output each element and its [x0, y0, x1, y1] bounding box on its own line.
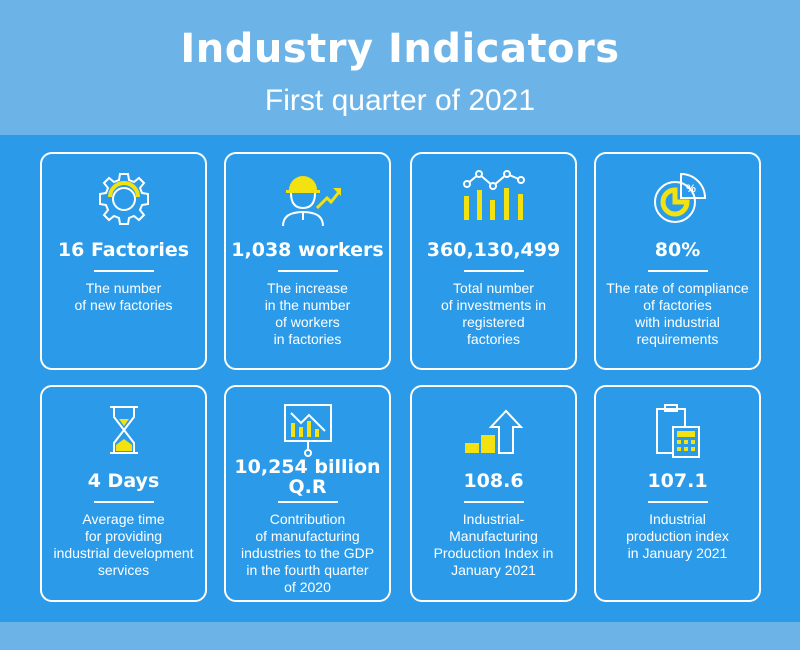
indicator-description: The increase in the number of workers in…: [264, 280, 351, 347]
page-subtitle: First quarter of 2021: [264, 84, 536, 117]
hourglass-icon: [42, 401, 205, 463]
growth-bars-arrow-icon: [412, 401, 575, 463]
divider: [648, 270, 708, 272]
compliance-pie-icon: %: [596, 168, 759, 230]
indicator-card-new-factories: 16 Factories The number of new factories: [40, 152, 207, 370]
indicator-value: 10,254 billion Q.R: [234, 456, 381, 498]
divider: [278, 270, 338, 272]
indicator-description: Contribution of manufacturing industries…: [240, 511, 375, 595]
calculator-document-icon: [596, 401, 759, 463]
divider: [464, 501, 524, 503]
indicator-description: Industrial- Manufacturing Production Ind…: [433, 511, 554, 578]
indicator-description: The rate of compliance of factories with…: [606, 280, 749, 347]
indicator-card-compliance: % 80% The rate of compliance of factorie…: [594, 152, 761, 370]
indicator-value: 108.6: [463, 470, 524, 492]
indicator-value: 16 Factories: [57, 239, 190, 261]
indicator-card-production-index: 107.1 Industrial production index in Jan…: [594, 385, 761, 602]
indicator-value: 80%: [654, 239, 701, 261]
indicator-value: 4 Days: [87, 470, 160, 492]
divider: [278, 501, 338, 503]
presentation-chart-icon: [226, 401, 389, 463]
indicator-description: Average time for providing industrial de…: [53, 511, 194, 578]
indicator-description: Total number of investments in registere…: [440, 280, 547, 347]
divider: [648, 501, 708, 503]
percent-symbol: %: [686, 183, 696, 195]
indicator-value: 360,130,499: [426, 239, 561, 261]
header-band: Industry Indicators First quarter of 202…: [0, 0, 800, 135]
indicator-value: 107.1: [647, 470, 708, 492]
indicator-description: The number of new factories: [74, 280, 173, 313]
indicator-card-manufacturing-index: 108.6 Industrial- Manufacturing Producti…: [410, 385, 577, 602]
indicator-card-gdp-contribution: 10,254 billion Q.R Contribution of manuf…: [224, 385, 391, 602]
worker-growth-icon: [226, 168, 389, 230]
divider: [94, 270, 154, 272]
gear-icon: [42, 168, 205, 230]
investment-chart-icon: [412, 168, 575, 230]
page-title: Industry Indicators: [180, 26, 620, 72]
indicator-card-investments: 360,130,499 Total number of investments …: [410, 152, 577, 370]
indicator-card-service-time: 4 Days Average time for providing indust…: [40, 385, 207, 602]
indicator-description: Industrial production index in January 2…: [626, 511, 729, 561]
divider: [94, 501, 154, 503]
indicator-value: 1,038 workers: [231, 239, 384, 261]
divider: [464, 270, 524, 272]
indicator-card-workers: 1,038 workers The increase in the number…: [224, 152, 391, 370]
footer-band: [0, 622, 800, 650]
